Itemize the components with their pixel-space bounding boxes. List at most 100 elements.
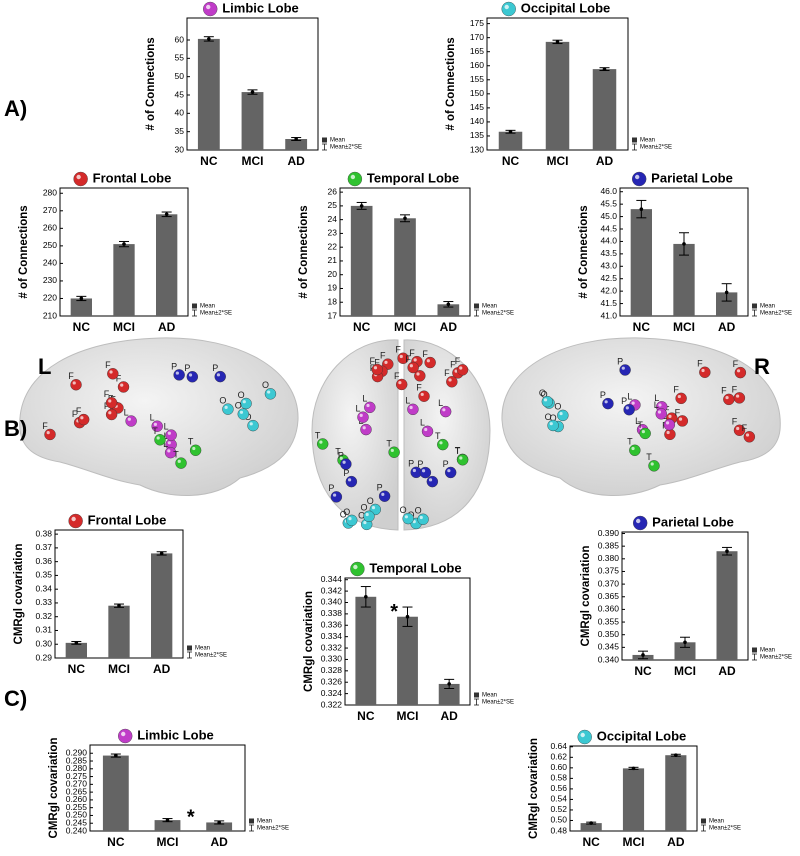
- y-tick-label: 0.58: [550, 773, 567, 783]
- y-tick-label: 0.385: [598, 540, 620, 550]
- mean-dot: [79, 296, 84, 301]
- mean-dot: [724, 290, 729, 295]
- x-tick-label: NC: [634, 664, 652, 678]
- x-tick-label: NC: [357, 709, 375, 723]
- legend-swatch: [752, 303, 757, 309]
- node-highlight: [549, 422, 553, 426]
- node-highlight: [192, 446, 196, 451]
- node-label: T: [173, 449, 179, 459]
- node-label: O: [219, 396, 226, 406]
- y-tick-label: 160: [470, 60, 484, 70]
- legend-label: Mean±2*SE: [482, 700, 514, 706]
- y-tick-label: 46.0: [600, 186, 617, 196]
- legend-swatch: [752, 647, 757, 653]
- mean-dot: [74, 641, 79, 645]
- x-tick-label: AD: [158, 320, 176, 334]
- y-tick-label: 0.265: [66, 786, 88, 796]
- bar: [545, 41, 570, 150]
- y-tick-label: 150: [470, 88, 484, 98]
- hemisphere-label: L: [38, 354, 51, 379]
- node-label: O: [235, 400, 242, 410]
- y-tick-label: 0.380: [598, 553, 620, 563]
- node-highlight: [342, 460, 346, 464]
- x-tick-label: AD: [440, 709, 458, 723]
- node-highlight: [448, 378, 452, 382]
- node-highlight: [639, 426, 643, 430]
- mean-dot: [403, 216, 407, 221]
- y-tick-label: 0.64: [550, 741, 567, 751]
- legend-swatch: [192, 303, 197, 309]
- node-highlight: [381, 492, 385, 496]
- node-highlight: [543, 398, 548, 402]
- bar: [108, 605, 130, 658]
- bar: [285, 139, 308, 150]
- legend-swatch: [322, 137, 327, 143]
- y-tick-label: 0.270: [66, 779, 88, 789]
- node-highlight: [426, 359, 430, 363]
- x-tick-label: NC: [582, 835, 600, 849]
- node-label: O: [367, 496, 374, 506]
- node-label: F: [675, 407, 681, 417]
- bar: [716, 551, 738, 660]
- legend-swatch: [701, 818, 706, 824]
- node-label: L: [362, 394, 367, 404]
- node-label: O: [340, 509, 347, 519]
- significance-mark: *: [187, 807, 195, 829]
- bar: [154, 820, 181, 831]
- title-icon-highlight: [634, 174, 640, 180]
- bar: [498, 131, 523, 150]
- node-label: F: [422, 349, 428, 359]
- y-tick-label: 0.285: [66, 755, 88, 765]
- node-label: F: [72, 409, 78, 419]
- y-tick-label: 145: [470, 102, 484, 112]
- y-tick-label: 0.35: [35, 570, 52, 580]
- node-highlight: [409, 405, 413, 410]
- node-label: F: [455, 356, 461, 366]
- node-label: F: [374, 358, 380, 368]
- bar: [665, 755, 687, 831]
- hemisphere-label: R: [754, 354, 770, 379]
- bar: [151, 553, 173, 658]
- bar: [70, 298, 92, 316]
- node-label: T: [386, 439, 392, 449]
- node-highlight: [242, 400, 246, 404]
- y-tick-label: 0.340: [321, 597, 343, 607]
- node-highlight: [339, 456, 343, 460]
- y-tick-label: 250: [43, 240, 57, 250]
- legend-label: Mean: [760, 648, 775, 654]
- x-tick-label: NC: [73, 320, 91, 334]
- node-label: F: [380, 351, 386, 361]
- node-highlight: [604, 400, 608, 404]
- y-tick-label: 41.5: [600, 298, 617, 308]
- y-tick-label: 55: [175, 53, 185, 63]
- legend-label: Mean: [195, 646, 210, 652]
- node-highlight: [412, 468, 416, 473]
- y-tick-label: 130: [470, 144, 484, 154]
- y-tick-label: 0.48: [550, 825, 567, 835]
- node-label: F: [68, 371, 74, 381]
- node-highlight: [120, 383, 124, 387]
- y-tick-label: 30: [175, 144, 185, 154]
- node-highlight: [373, 366, 378, 370]
- node-highlight: [167, 431, 171, 435]
- chart-title: Frontal Lobe: [88, 512, 167, 527]
- node-highlight: [167, 449, 171, 453]
- title-icon-highlight: [71, 516, 76, 522]
- y-axis-label: # of Connections: [18, 205, 30, 298]
- y-tick-label: 0.332: [321, 642, 343, 652]
- node-label: T: [435, 431, 441, 441]
- node-highlight: [390, 448, 394, 453]
- y-tick-label: 17: [328, 310, 338, 320]
- node-highlight: [736, 426, 740, 431]
- node-label: L: [163, 439, 168, 449]
- node-highlight: [153, 422, 157, 426]
- node-highlight: [224, 405, 228, 409]
- legend-label: Mean±2*SE: [257, 826, 289, 832]
- mean-dot: [674, 753, 678, 758]
- legend-label: Mean: [709, 819, 724, 825]
- node-label: P: [443, 459, 449, 469]
- y-tick-label: 175: [470, 18, 484, 28]
- node-highlight: [413, 358, 417, 362]
- y-tick-label: 0.260: [66, 794, 88, 804]
- x-tick-label: MCI: [397, 709, 419, 723]
